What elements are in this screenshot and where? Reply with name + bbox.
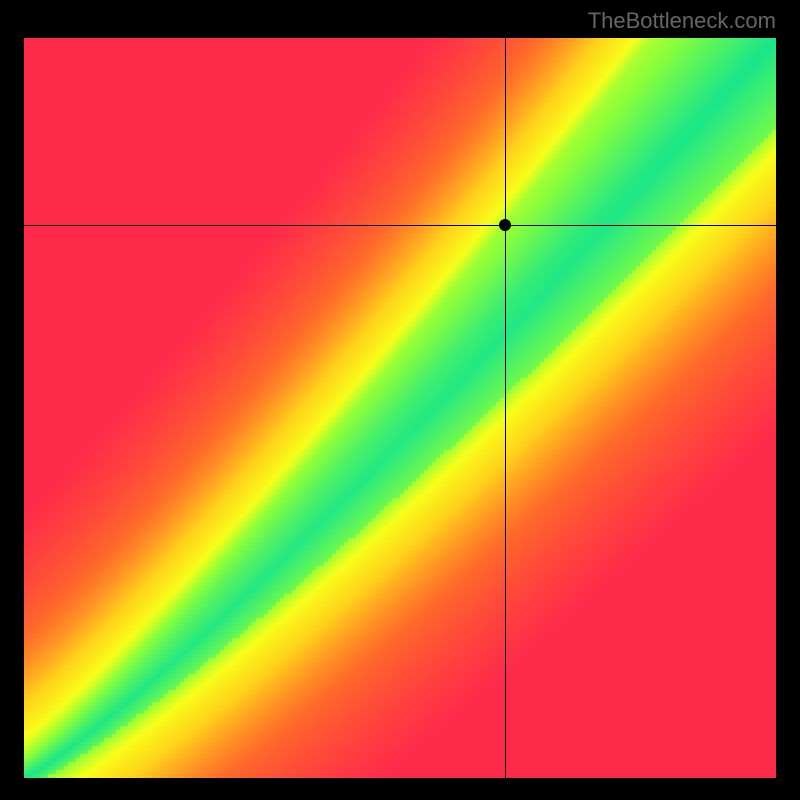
crosshair-marker-dot xyxy=(499,219,511,231)
crosshair-vertical xyxy=(505,38,506,778)
watermark-text: TheBottleneck.com xyxy=(588,8,776,34)
heatmap-chart xyxy=(24,38,776,778)
heatmap-canvas xyxy=(24,38,776,778)
crosshair-horizontal xyxy=(24,225,776,226)
